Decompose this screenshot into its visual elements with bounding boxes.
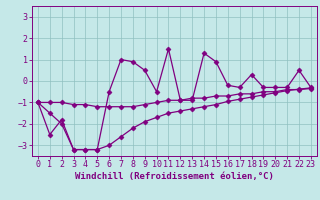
X-axis label: Windchill (Refroidissement éolien,°C): Windchill (Refroidissement éolien,°C) [75,172,274,181]
